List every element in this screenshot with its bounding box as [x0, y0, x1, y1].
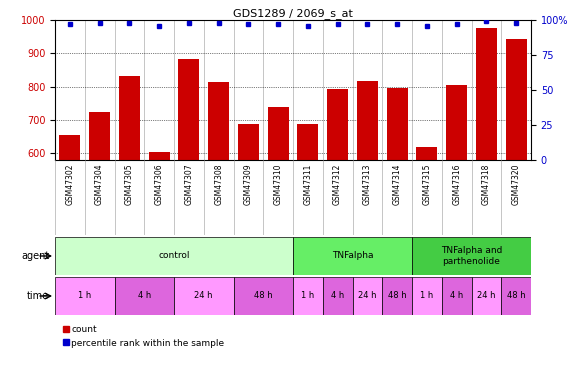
Bar: [238, 124, 259, 353]
Text: GSM47314: GSM47314: [393, 164, 401, 205]
Bar: [293, 237, 412, 275]
Bar: [297, 124, 318, 353]
Text: GSM47318: GSM47318: [482, 164, 491, 205]
Text: TNFalpha and
parthenolide: TNFalpha and parthenolide: [441, 246, 502, 266]
Bar: [179, 59, 199, 353]
Text: 24 h: 24 h: [195, 291, 213, 300]
Title: GDS1289 / 2069_s_at: GDS1289 / 2069_s_at: [233, 8, 353, 19]
Text: 24 h: 24 h: [358, 291, 377, 300]
Bar: [59, 135, 81, 353]
Bar: [387, 88, 408, 353]
Bar: [501, 277, 531, 315]
Text: control: control: [158, 252, 190, 261]
Bar: [115, 277, 174, 315]
Text: 24 h: 24 h: [477, 291, 496, 300]
Bar: [506, 39, 526, 353]
Text: time: time: [27, 291, 49, 301]
Text: 48 h: 48 h: [254, 291, 272, 300]
Bar: [416, 147, 437, 353]
Bar: [55, 237, 293, 275]
Bar: [352, 277, 382, 315]
Bar: [174, 277, 234, 315]
Bar: [382, 277, 412, 315]
Text: 4 h: 4 h: [331, 291, 344, 300]
Bar: [327, 89, 348, 353]
Text: GSM47320: GSM47320: [512, 164, 521, 205]
Bar: [476, 28, 497, 353]
Bar: [472, 277, 501, 315]
Bar: [119, 76, 140, 353]
Text: GSM47311: GSM47311: [303, 164, 312, 205]
Text: GSM47306: GSM47306: [155, 164, 164, 206]
Text: GSM47307: GSM47307: [184, 164, 194, 206]
Text: 4 h: 4 h: [450, 291, 463, 300]
Bar: [148, 152, 170, 353]
Text: GSM47304: GSM47304: [95, 164, 104, 206]
Bar: [268, 107, 288, 353]
Bar: [208, 82, 229, 353]
Bar: [357, 81, 378, 353]
Text: TNFalpha: TNFalpha: [332, 252, 373, 261]
Text: GSM47312: GSM47312: [333, 164, 342, 205]
Text: 48 h: 48 h: [388, 291, 407, 300]
Text: GSM47308: GSM47308: [214, 164, 223, 205]
Text: 1 h: 1 h: [420, 291, 433, 300]
Bar: [323, 277, 352, 315]
Text: agent: agent: [21, 251, 49, 261]
Text: 1 h: 1 h: [78, 291, 91, 300]
Text: GSM47310: GSM47310: [274, 164, 283, 205]
Text: GSM47305: GSM47305: [125, 164, 134, 206]
Legend: count, percentile rank within the sample: count, percentile rank within the sample: [59, 321, 228, 351]
Text: GSM47316: GSM47316: [452, 164, 461, 205]
Text: 4 h: 4 h: [138, 291, 151, 300]
Text: GSM47315: GSM47315: [423, 164, 431, 205]
Bar: [293, 277, 323, 315]
Bar: [89, 112, 110, 353]
Bar: [412, 237, 531, 275]
Text: GSM47313: GSM47313: [363, 164, 372, 205]
Text: GSM47302: GSM47302: [65, 164, 74, 205]
Text: 1 h: 1 h: [301, 291, 315, 300]
Bar: [412, 277, 442, 315]
Text: GSM47309: GSM47309: [244, 164, 253, 206]
Bar: [234, 277, 293, 315]
Bar: [442, 277, 472, 315]
Bar: [55, 277, 115, 315]
Text: 48 h: 48 h: [507, 291, 525, 300]
Bar: [446, 85, 467, 353]
